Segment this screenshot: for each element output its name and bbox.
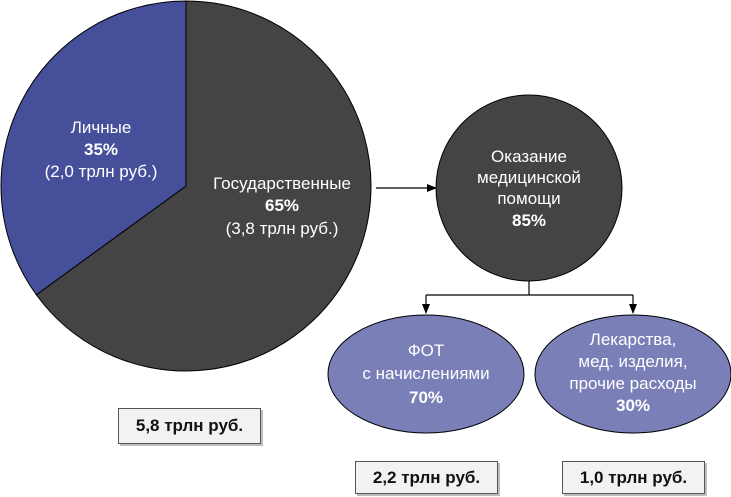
government-percent: 65%	[265, 196, 299, 215]
payroll-amount-box: 2,2 трлн руб.	[355, 461, 498, 494]
payroll-node	[327, 314, 525, 434]
total-amount-box: 5,8 трлн руб.	[118, 408, 261, 444]
drugs-line-2: мед. изделия,	[578, 352, 687, 371]
government-amount: (3,8 трлн руб.)	[226, 219, 339, 238]
drugs-percent: 30%	[616, 396, 650, 415]
medical-care-line-2: медицинской	[477, 168, 581, 187]
pie-chart	[0, 0, 372, 372]
payroll-percent: 70%	[409, 388, 443, 407]
drugs-line-3: прочие расходы	[569, 374, 696, 393]
medical-care-node	[435, 94, 623, 282]
personal-percent: 35%	[84, 140, 118, 159]
payroll-line-1: ФОТ	[408, 341, 445, 360]
government-label: Государственные	[213, 174, 351, 193]
payroll-line-2: с начислениями	[362, 364, 489, 383]
branch-connector	[422, 281, 637, 314]
pie-slice-personal	[0, 0, 187, 296]
drugs-amount-box: 1,0 трлн руб.	[562, 461, 705, 494]
personal-amount: (2,0 трлн руб.)	[45, 162, 158, 181]
medical-care-line-3: помощи	[497, 189, 560, 208]
pie-slice-government	[35, 0, 372, 372]
medical-care-line-1: Оказание	[491, 147, 567, 166]
drugs-node	[534, 314, 731, 434]
drugs-line-1: Лекарства,	[590, 330, 677, 349]
personal-label: Личные	[71, 118, 132, 137]
medical-care-percent: 85%	[512, 211, 546, 230]
